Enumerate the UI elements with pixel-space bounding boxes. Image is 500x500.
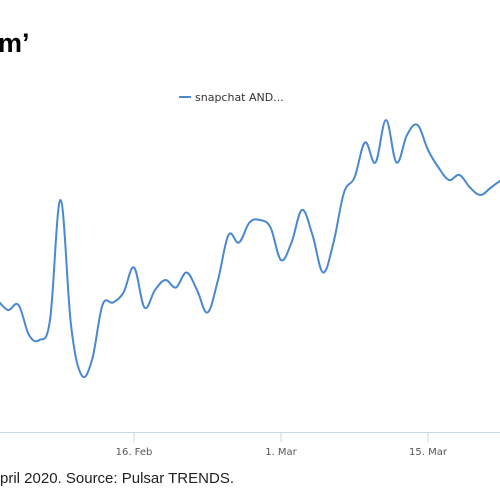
chart-title: m’ <box>0 28 30 58</box>
legend-item-label[interactable]: snapchat AND... <box>195 91 284 104</box>
series-line-snapchat[interactable] <box>0 118 500 379</box>
x-tick-label: 15. Mar <box>409 447 448 458</box>
legend[interactable]: snapchat AND... <box>179 91 284 104</box>
x-axis-ticks: 16. Feb 1. Mar 15. Mar <box>116 432 448 458</box>
chart-caption: pril 2020. Source: Pulsar TRENDS. <box>0 470 234 487</box>
x-tick-label: 16. Feb <box>116 447 153 458</box>
x-tick-label: 1. Mar <box>265 447 297 458</box>
